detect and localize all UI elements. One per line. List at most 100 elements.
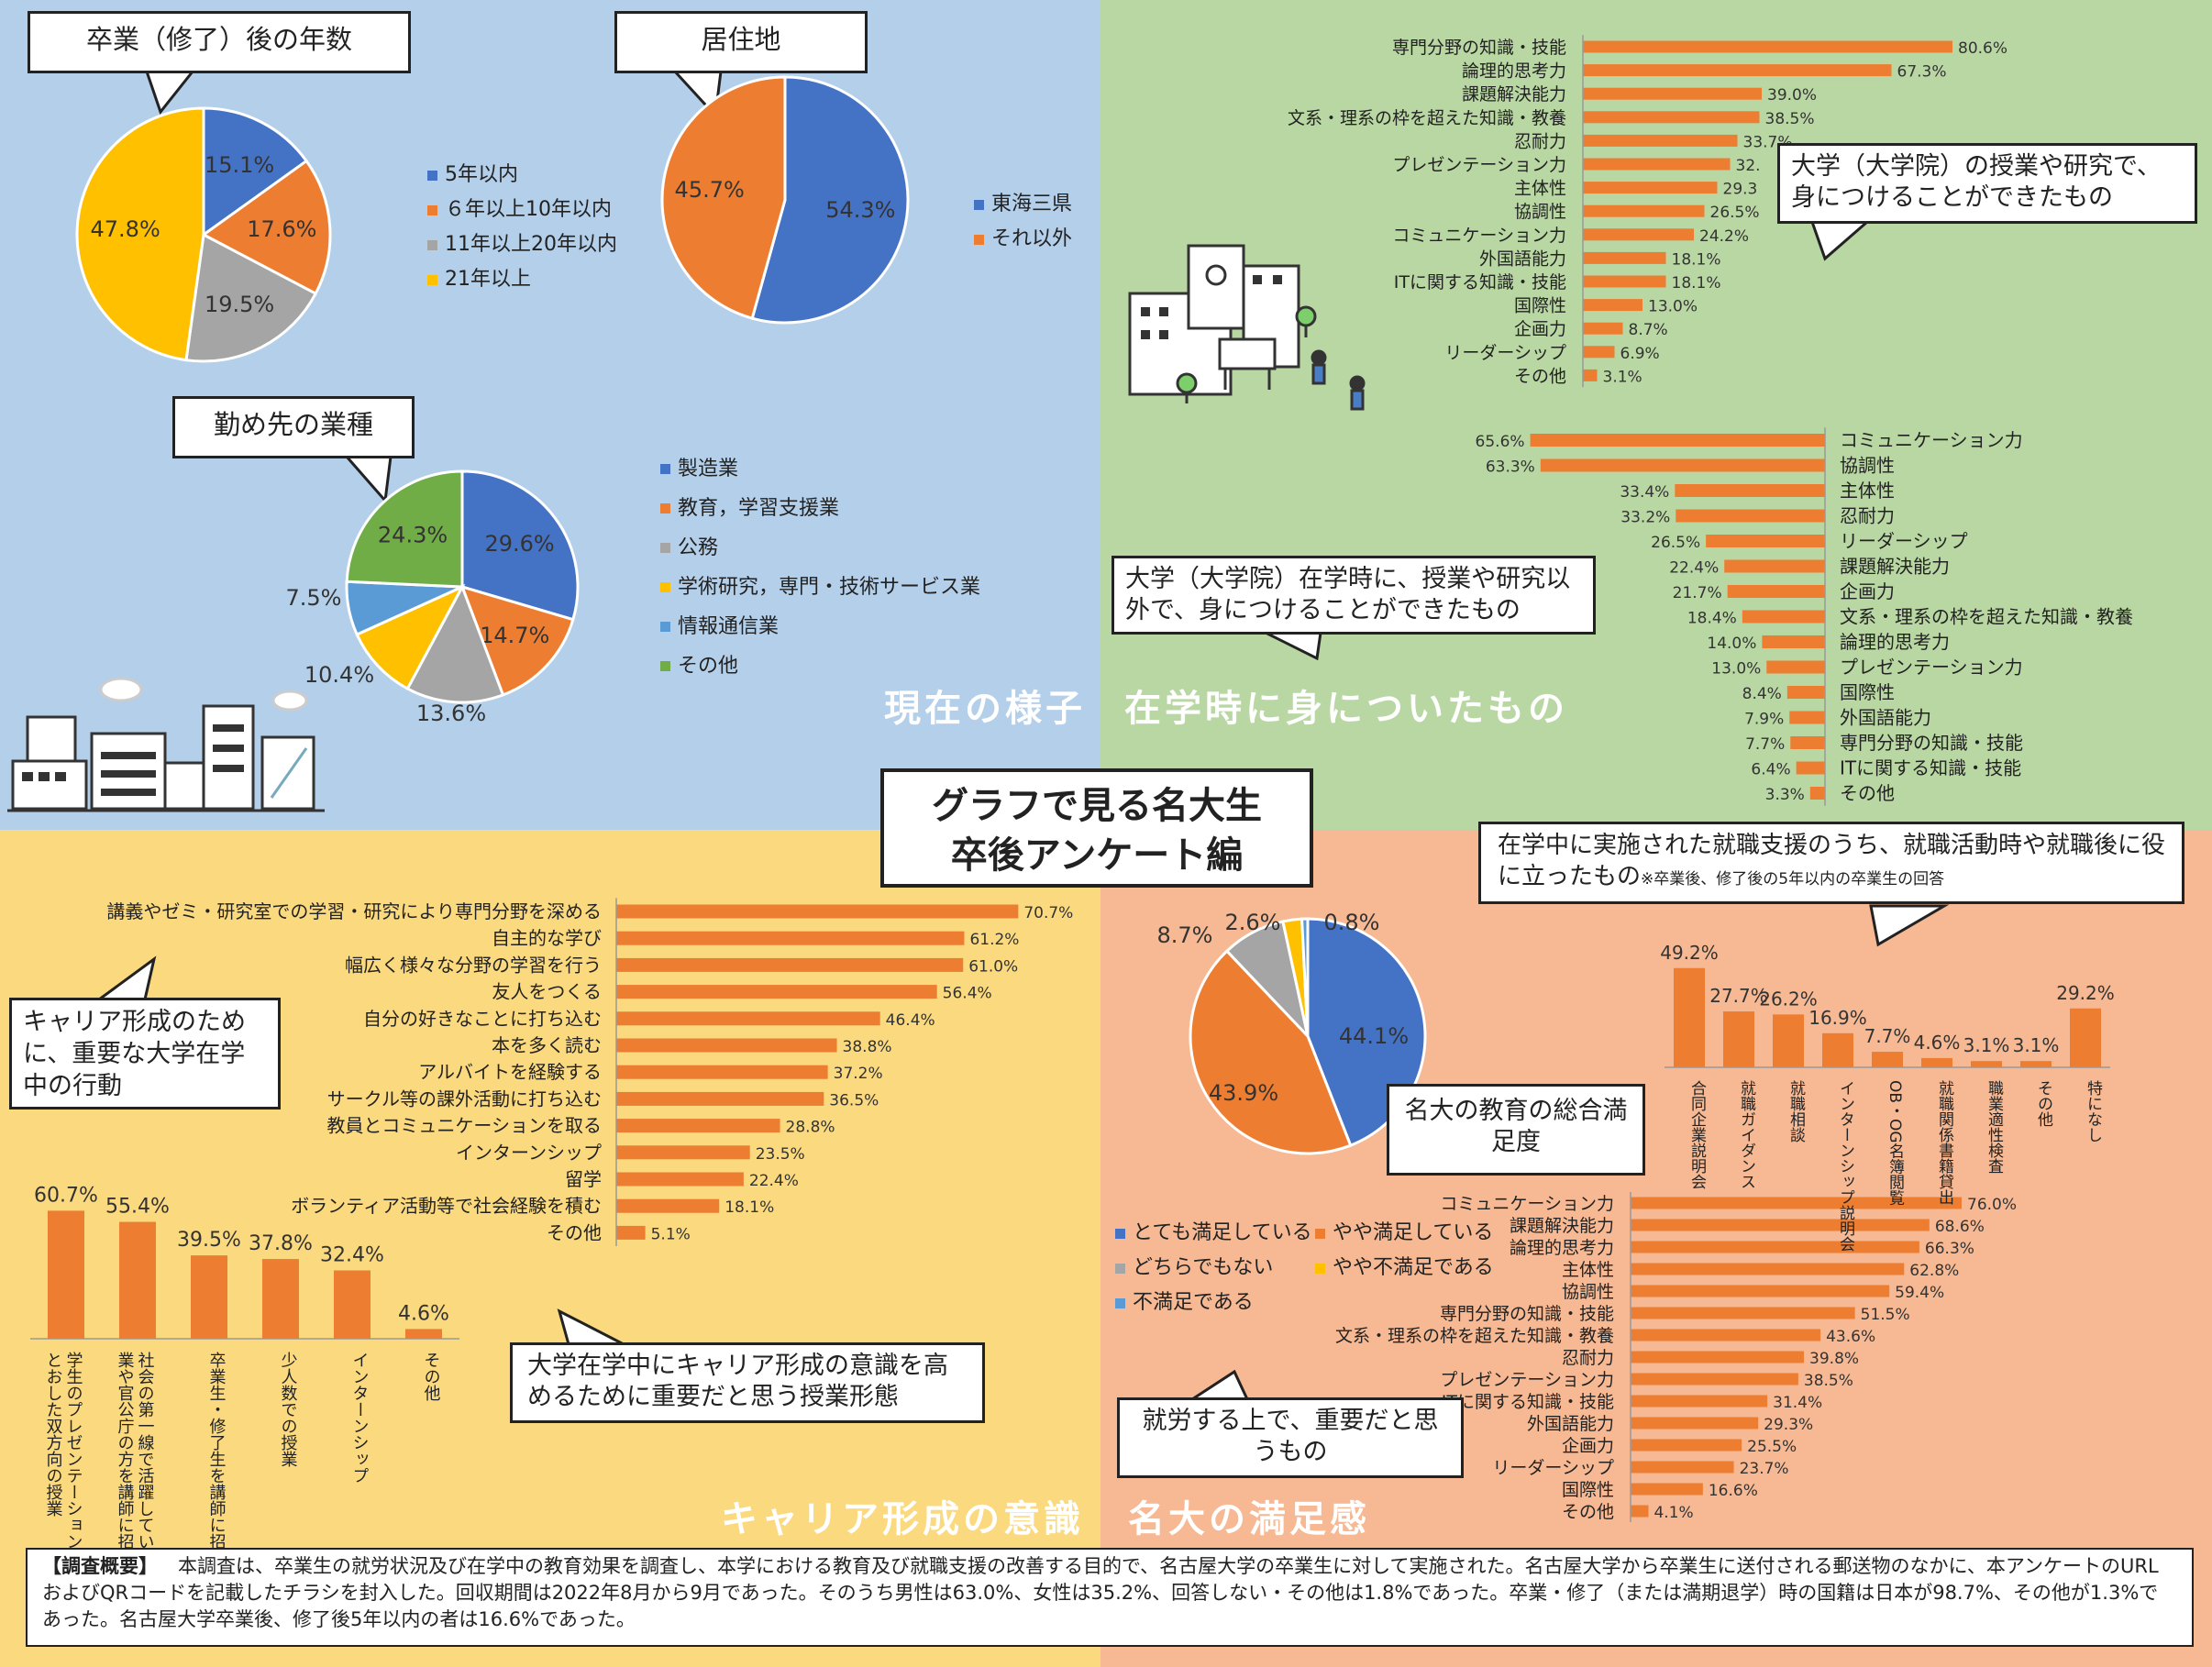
actions-bar-9	[616, 1145, 750, 1160]
industry-pie-slice-2	[405, 583, 505, 704]
classes-value-label-14: 3.1%	[1603, 368, 1642, 386]
residence-legend-item-0: 東海三県	[974, 187, 1072, 222]
outside-category-10: 国際性	[1840, 681, 1895, 703]
formats-category-0: 学生のプレゼンテーション等を	[64, 1352, 83, 1583]
residence-pie-label-0: 54.3%	[825, 197, 895, 223]
work-value-label-3: 62.8%	[1909, 1262, 1959, 1280]
industry-legend-item-5: その他	[660, 646, 980, 686]
actions-category-6: アルバイトを経験する	[418, 1061, 602, 1083]
classes-bar-13	[1583, 346, 1615, 359]
actions-value-label-10: 22.4%	[749, 1172, 799, 1190]
classes-category-2: 課題解決能力	[1462, 84, 1566, 105]
classes-bar-2	[1583, 87, 1762, 100]
section-title-current: 現在の様子	[884, 688, 1086, 730]
classes-bar-7	[1583, 204, 1705, 217]
actions-bar-0	[616, 904, 1019, 919]
classes-bar-6	[1583, 182, 1718, 194]
legend-label: 公務	[678, 536, 719, 559]
outside-category-6: 企画力	[1840, 580, 1895, 602]
callout-industry: 勤め先の業種	[172, 396, 415, 458]
actions-bar-8	[616, 1119, 780, 1133]
classes-category-12: 企画力	[1514, 319, 1566, 339]
callout-pointer	[1187, 1369, 1250, 1401]
support-value-label-8: 29.2%	[2056, 982, 2115, 1004]
outside-bar-8	[1762, 635, 1825, 648]
classes-value-label-11: 13.0%	[1648, 298, 1698, 316]
support-value-label-5: 4.6%	[1914, 1032, 1961, 1054]
legend-swatch	[427, 204, 437, 215]
industry-legend-item-4: 情報通信業	[660, 607, 980, 646]
actions-category-12: その他	[547, 1221, 602, 1243]
formats-value-label-0: 60.7%	[34, 1184, 98, 1207]
outside-bar-14	[1809, 787, 1825, 800]
classes-category-11: 国際性	[1514, 296, 1566, 316]
classes-category-5: プレゼンテーション力	[1392, 155, 1566, 175]
work-category-3: 主体性	[1562, 1260, 1614, 1280]
actions-bar-2	[616, 957, 964, 972]
work-category-12: リーダーシップ	[1492, 1458, 1614, 1478]
actions-value-label-9: 23.5%	[756, 1145, 805, 1164]
classes-value-label-1: 67.3%	[1897, 63, 1947, 82]
industry-legend-item-3: 学術研究，専門・技術サービス業	[660, 568, 980, 607]
actions-value-label-1: 61.2%	[969, 931, 1019, 949]
work-category-1: 課題解決能力	[1510, 1216, 1614, 1236]
industry-pie-slice-5	[345, 469, 464, 589]
actions-category-0: 講義やゼミ・研究室での学習・研究により専門分野を深める	[106, 900, 602, 922]
legend-label: 教育，学習支援業	[678, 497, 840, 520]
classes-value-label-8: 24.2%	[1699, 227, 1749, 246]
legend-swatch	[1315, 1228, 1325, 1239]
work-bar-10	[1631, 1417, 1759, 1430]
classes-category-7: 協調性	[1514, 202, 1566, 222]
classes-value-label-10: 18.1%	[1672, 274, 1721, 293]
years-pie-label-0: 15.1%	[205, 152, 274, 178]
industry-legend-item-0: 製造業	[660, 449, 980, 489]
classes-value-label-7: 26.5%	[1710, 204, 1760, 222]
formats-bar-1	[119, 1221, 156, 1339]
work-bar-11	[1631, 1439, 1742, 1452]
actions-category-3: 友人をつくる	[492, 981, 602, 1003]
work-bar-0	[1631, 1197, 1962, 1209]
classes-category-4: 忍耐力	[1514, 131, 1566, 151]
years-pie-label-1: 17.6%	[247, 216, 316, 242]
outside-bar-6	[1727, 585, 1825, 598]
residence-pie-slice-1	[660, 75, 787, 320]
classes-value-label-5: 32.	[1736, 157, 1761, 175]
work-value-label-2: 66.3%	[1925, 1240, 1974, 1258]
classes-bar-11	[1583, 299, 1642, 312]
actions-category-5: 本を多く読む	[492, 1034, 602, 1056]
support-category-8: 特になし	[2084, 1080, 2103, 1143]
work-value-label-5: 51.5%	[1861, 1306, 1910, 1324]
classes-category-0: 専門分野の知識・技能	[1392, 38, 1566, 58]
actions-value-label-12: 5.1%	[651, 1225, 691, 1243]
actions-value-label-2: 61.0%	[968, 957, 1018, 976]
callout-outside: 大学（大学院）在学時に、授業や研究以外で、身につけることができたもの	[1112, 556, 1596, 635]
legend-label: 学術研究，専門・技術サービス業	[678, 576, 981, 599]
work-bar-8	[1631, 1373, 1798, 1385]
actions-category-9: インターンシップ	[456, 1142, 602, 1164]
support-category-6: 職業適性検査	[1985, 1080, 2004, 1174]
industry-pie-label-1: 14.7%	[480, 623, 549, 648]
classes-bar-10	[1583, 275, 1666, 288]
outside-category-4: リーダーシップ	[1840, 530, 1968, 552]
education-legend-item-3: やや不満足である	[1315, 1251, 1499, 1286]
callout-education: 名大の教育の総合満足度	[1387, 1084, 1645, 1176]
residence-pie-slice-0	[750, 75, 910, 325]
work-category-14: その他	[1562, 1502, 1614, 1522]
classes-category-1: 論理的思考力	[1462, 61, 1566, 82]
outside-category-0: コミュニケーション力	[1840, 429, 2023, 451]
education-pie-label-0: 44.1%	[1339, 1023, 1409, 1049]
legend-swatch	[427, 274, 437, 285]
support-category-5: 就職関係書籍貸出	[1935, 1080, 1954, 1205]
work-value-label-4: 59.4%	[1895, 1284, 1944, 1302]
actions-value-label-8: 28.8%	[786, 1119, 835, 1137]
residence-legend-item-1: それ以外	[974, 222, 1072, 257]
outside-category-1: 協調性	[1840, 455, 1895, 477]
formats-value-label-4: 32.4%	[320, 1243, 384, 1266]
survey-summary: 【調査概要】 本調査は、卒業生の就労状況及び在学中の教育効果を調査し、本学における…	[26, 1548, 2194, 1647]
classes-value-label-13: 6.9%	[1620, 345, 1660, 363]
work-value-label-12: 23.7%	[1740, 1460, 1789, 1478]
education-pie-label-1: 43.9%	[1209, 1080, 1278, 1106]
legend-residence: 東海三県 それ以外	[974, 187, 1072, 257]
outside-value-label-9: 13.0%	[1711, 660, 1761, 679]
formats-category-1: 社会の第一線で活躍している企	[136, 1352, 155, 1583]
